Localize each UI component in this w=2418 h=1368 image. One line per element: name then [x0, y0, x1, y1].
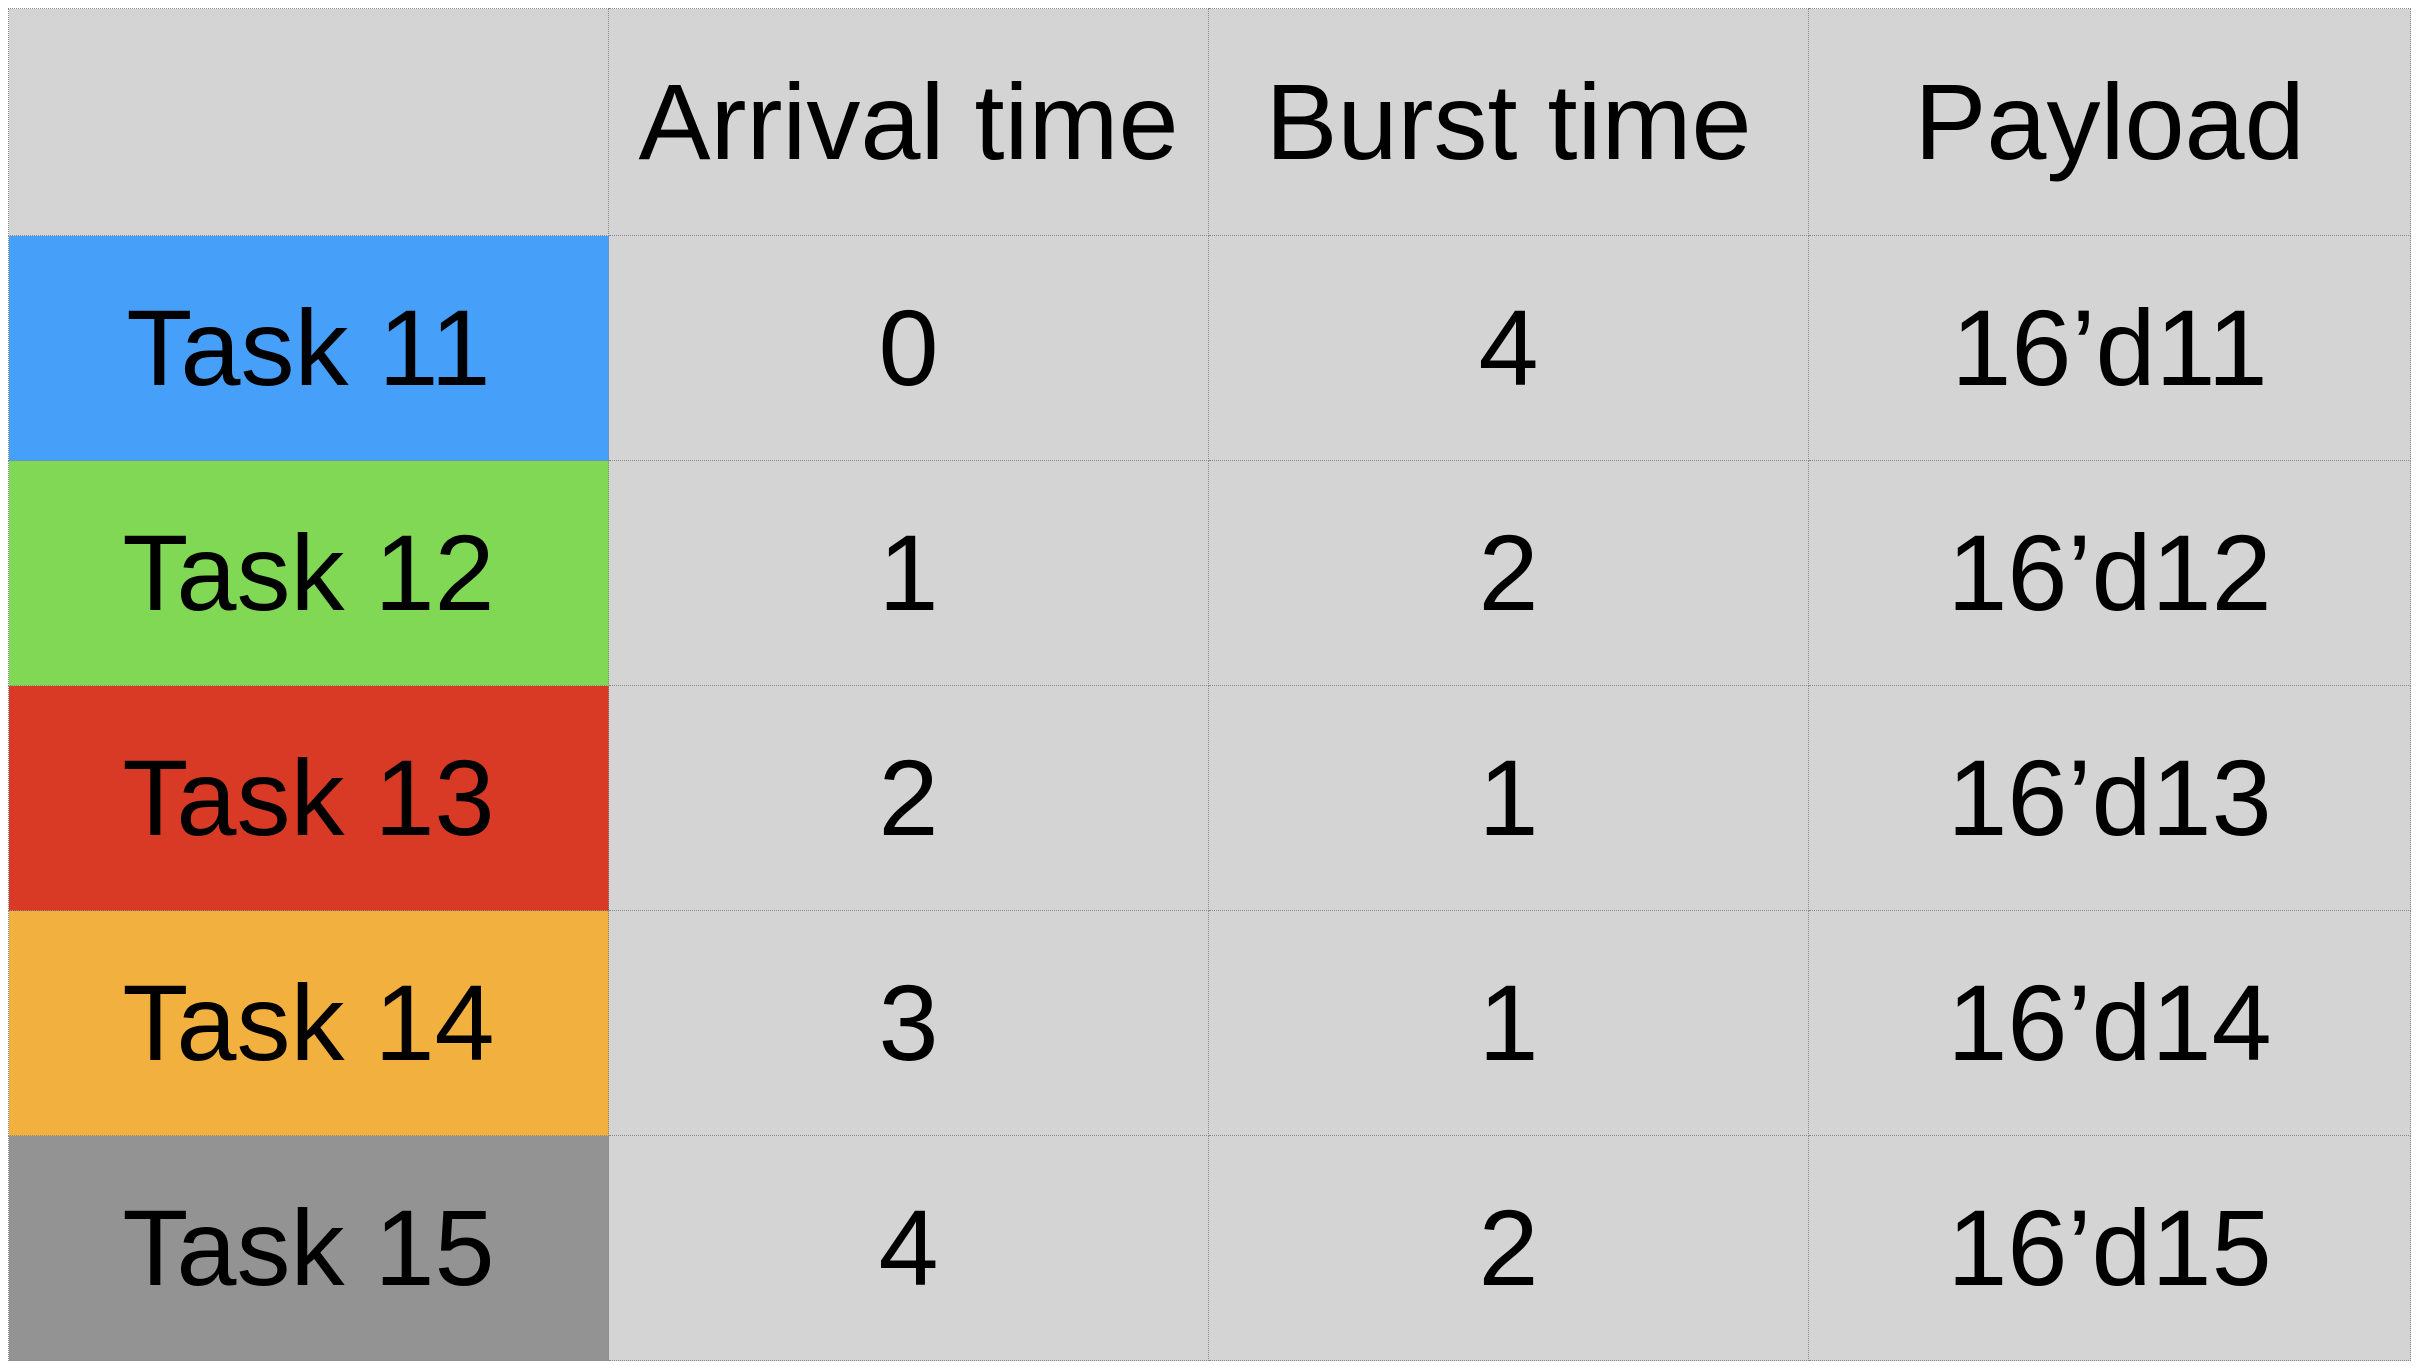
burst-time-cell: 1 — [1208, 685, 1809, 911]
task-table-container: Arrival time Burst time Payload Task 11 … — [8, 8, 2411, 1361]
burst-time-cell: 2 — [1208, 1135, 1809, 1361]
payload-cell: 16’d15 — [1808, 1135, 2411, 1361]
table-row: Task 14 3 1 16’d14 — [8, 910, 2411, 1136]
arrival-time-cell: 2 — [608, 685, 1209, 911]
header-row: Arrival time Burst time Payload — [8, 8, 2411, 236]
payload-cell: 16’d14 — [1808, 910, 2411, 1136]
table-row: Task 12 1 2 16’d12 — [8, 460, 2411, 686]
burst-time-cell: 1 — [1208, 910, 1809, 1136]
arrival-time-cell: 4 — [608, 1135, 1209, 1361]
arrival-time-cell: 1 — [608, 460, 1209, 686]
header-payload: Payload — [1808, 8, 2411, 236]
task-name-cell: Task 13 — [8, 685, 609, 911]
task-name-cell: Task 14 — [8, 910, 609, 1136]
burst-time-cell: 2 — [1208, 460, 1809, 686]
payload-cell: 16’d13 — [1808, 685, 2411, 911]
arrival-time-cell: 0 — [608, 235, 1209, 461]
header-burst-time: Burst time — [1208, 8, 1809, 236]
table-row: Task 11 0 4 16’d11 — [8, 235, 2411, 461]
task-table: Arrival time Burst time Payload Task 11 … — [8, 8, 2411, 1361]
table-row: Task 15 4 2 16’d15 — [8, 1135, 2411, 1361]
burst-time-cell: 4 — [1208, 235, 1809, 461]
payload-cell: 16’d12 — [1808, 460, 2411, 686]
header-arrival-time: Arrival time — [608, 8, 1209, 236]
task-name-cell: Task 15 — [8, 1135, 609, 1361]
table-row: Task 13 2 1 16’d13 — [8, 685, 2411, 911]
task-name-cell: Task 11 — [8, 235, 609, 461]
header-corner-cell — [8, 8, 609, 236]
task-name-cell: Task 12 — [8, 460, 609, 686]
arrival-time-cell: 3 — [608, 910, 1209, 1136]
payload-cell: 16’d11 — [1808, 235, 2411, 461]
